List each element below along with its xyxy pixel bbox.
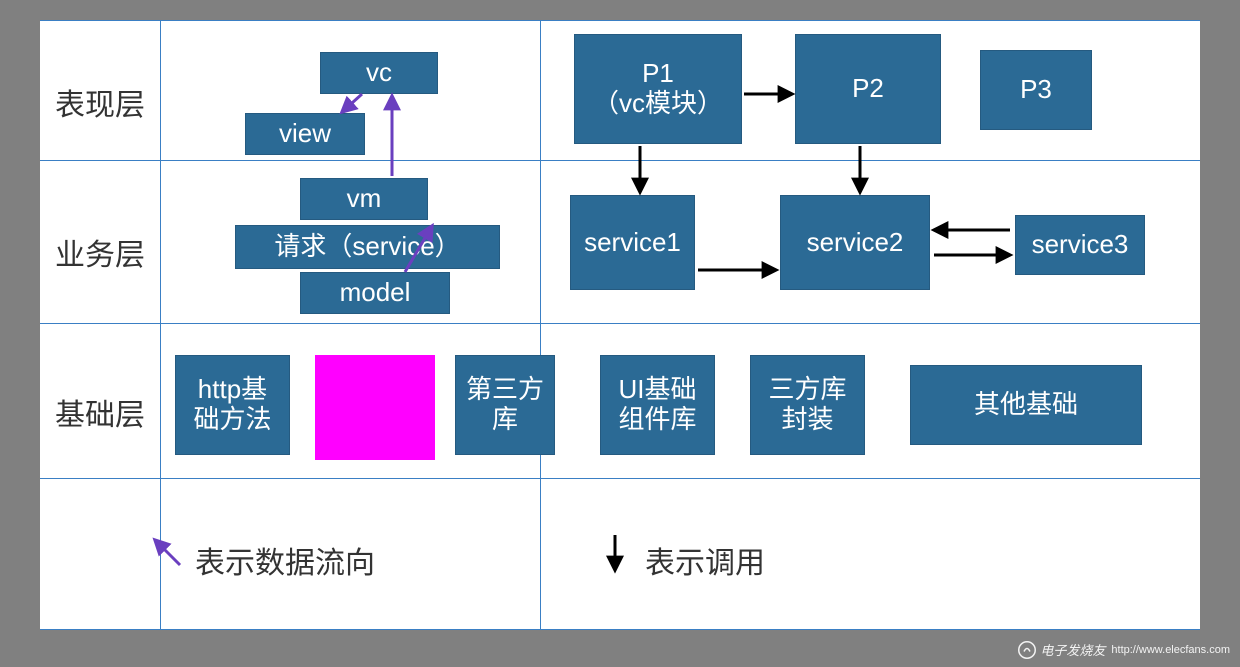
box-service1: service1: [570, 195, 695, 290]
row-sep-0: [40, 20, 1200, 21]
box-httpbase: http基础方法: [175, 355, 290, 455]
layer-label-presentation: 表现层: [40, 80, 160, 124]
row-sep-2: [40, 323, 1200, 324]
box-service2: service2: [780, 195, 930, 290]
layer-label-base: 基础层: [40, 390, 160, 434]
box-vc: vc: [320, 52, 438, 94]
box-request: 请求（service）: [235, 225, 500, 269]
box-wrap3: 三方库封装: [750, 355, 865, 455]
watermark: 电子发烧友 http://www.elecfans.com: [1018, 640, 1230, 659]
watermark-icon: [1018, 641, 1036, 659]
box-service3: service3: [1015, 215, 1145, 275]
box-p1: P1（vc模块）: [574, 34, 742, 144]
layer-label-business: 业务层: [40, 230, 160, 274]
box-otherbase: 其他基础: [910, 365, 1142, 445]
legend-purple-text: 表示数据流向: [195, 538, 375, 582]
legend-black-text: 表示调用: [645, 538, 765, 582]
diagram-canvas: 表现层 业务层 基础层 vc view P1（vc模块） P2 P3 vm 请求…: [40, 20, 1200, 630]
row-sep-1: [40, 160, 1200, 161]
box-magenta: [315, 355, 435, 460]
box-uibase: UI基础组件库: [600, 355, 715, 455]
row-sep-4: [40, 629, 1200, 630]
box-vm: vm: [300, 178, 428, 220]
watermark-url: http://www.elecfans.com: [1111, 644, 1230, 656]
box-thirdlib: 第三方库: [455, 355, 555, 455]
box-view: view: [245, 113, 365, 155]
row-sep-3: [40, 478, 1200, 479]
box-model: model: [300, 272, 450, 314]
box-p2: P2: [795, 34, 941, 144]
vline-1: [160, 20, 161, 630]
box-p3: P3: [980, 50, 1092, 130]
watermark-text: 电子发烧友: [1040, 640, 1105, 659]
vline-2: [540, 20, 541, 630]
